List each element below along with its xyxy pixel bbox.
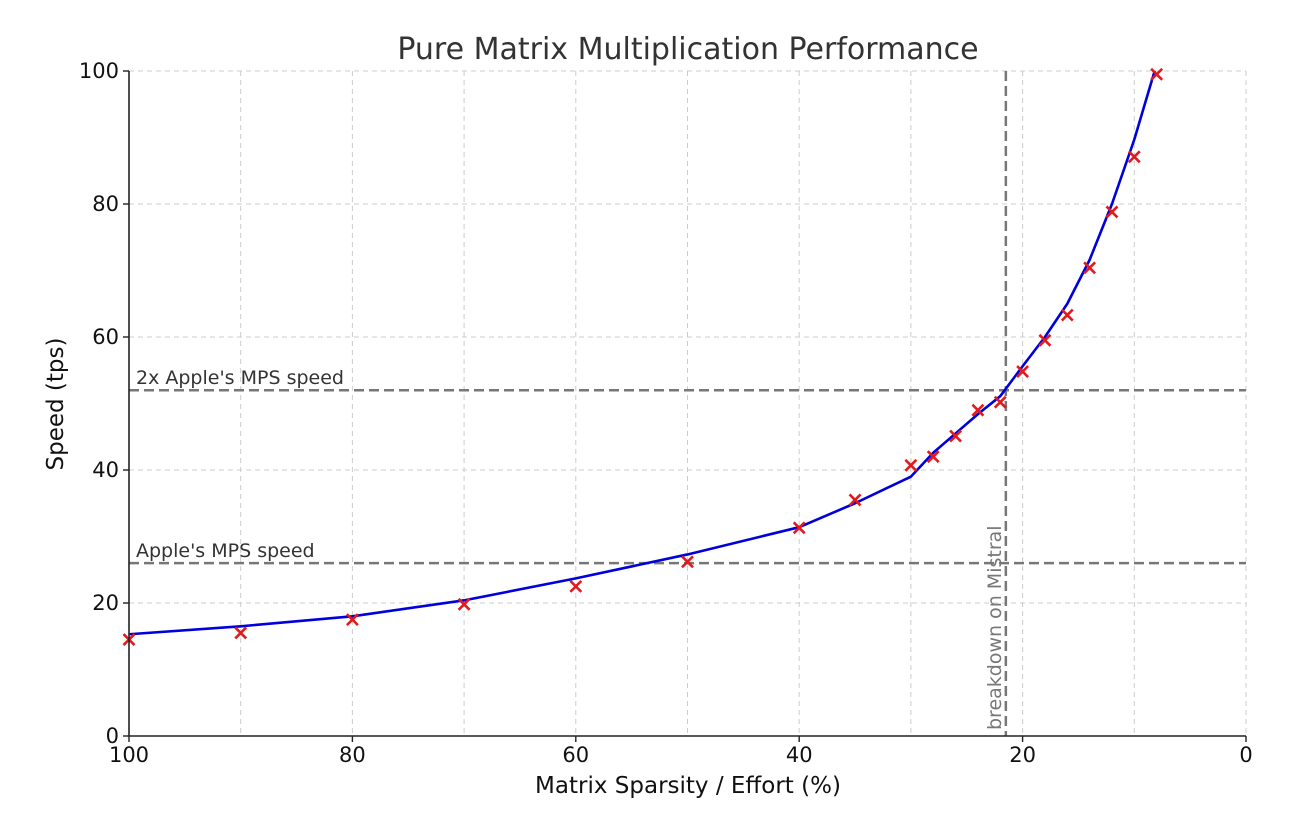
y-tick-label: 100 xyxy=(79,59,119,83)
data-point-marker xyxy=(926,450,940,464)
reference-line-label: 2x Apple's MPS speed xyxy=(136,367,344,389)
series-markers-group xyxy=(122,67,1164,646)
x-tick-label: 60 xyxy=(562,743,589,767)
x-tick-label: 80 xyxy=(339,743,366,767)
grid-lines xyxy=(129,70,1247,736)
data-point-marker xyxy=(971,403,985,417)
data-point-marker xyxy=(1038,333,1052,347)
data-point-marker xyxy=(1060,308,1074,322)
x-tick-label: 20 xyxy=(1009,743,1036,767)
series-curve-group xyxy=(129,71,1157,636)
data-point-marker xyxy=(345,613,359,627)
data-point-marker xyxy=(1127,150,1141,164)
data-point-marker xyxy=(1016,365,1030,378)
x-tick-label: 100 xyxy=(109,743,149,767)
data-point-marker xyxy=(949,429,962,443)
reference-lines: Apple's MPS speed 2x Apple's MPS speed bre… xyxy=(129,71,1246,736)
x-axis-label: Matrix Sparsity / Effort (%) xyxy=(535,773,841,799)
data-point-marker xyxy=(457,597,471,611)
data-point-marker xyxy=(1105,205,1119,219)
axes xyxy=(123,70,1247,742)
data-point-marker xyxy=(848,493,862,507)
data-point-marker xyxy=(993,395,1007,409)
data-point-marker xyxy=(234,626,248,640)
data-point-marker xyxy=(681,555,694,569)
y-tick-label: 40 xyxy=(92,458,119,482)
data-point-marker xyxy=(1150,67,1164,81)
reference-line-label: Apple's MPS speed xyxy=(136,540,315,562)
x-tick-label: 40 xyxy=(786,743,813,767)
y-axis-label: Speed (tps) xyxy=(43,338,69,471)
y-tick-label: 20 xyxy=(92,591,119,615)
series-line-fitted-curve xyxy=(129,71,1157,636)
data-point-marker xyxy=(792,521,806,535)
chart-title: Pure Matrix Multiplication Performance xyxy=(397,32,978,67)
data-point-marker xyxy=(1083,261,1097,275)
y-tick-label: 0 xyxy=(106,724,119,748)
x-tick-label: 0 xyxy=(1239,743,1252,767)
data-point-marker xyxy=(904,458,918,472)
reference-line-label: breakdown on Mistral xyxy=(984,525,1006,730)
tick-labels: 100 80 60 40 20 0 0 20 40 60 80 100 xyxy=(79,59,1253,767)
y-tick-label: 60 xyxy=(92,325,119,349)
data-point-marker xyxy=(569,579,583,593)
y-tick-label: 80 xyxy=(92,192,119,216)
